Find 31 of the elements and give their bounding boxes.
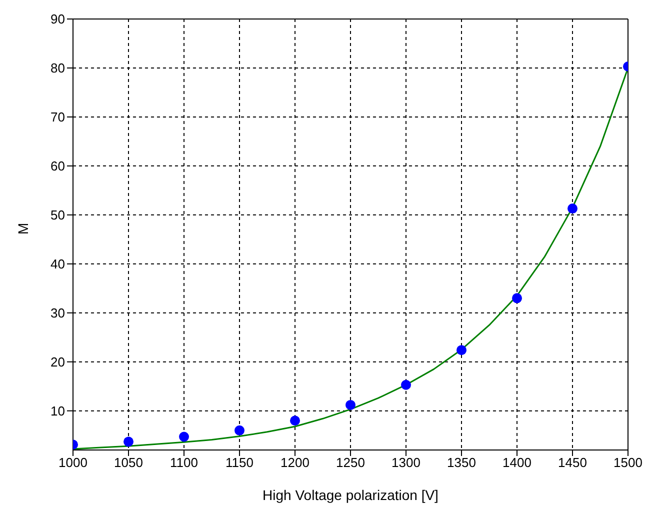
x-tick-label: 1250	[336, 455, 365, 470]
y-tick-label: 40	[50, 256, 65, 272]
x-tick-label: 1050	[114, 455, 143, 470]
x-axis-title: High Voltage polarization [V]	[262, 487, 438, 503]
point	[568, 204, 578, 214]
y-tick-label: 10	[50, 403, 65, 418]
point	[234, 425, 244, 436]
y-tick-label: 20	[50, 354, 65, 370]
y-tick-label: 70	[50, 110, 65, 125]
x-tick-label: 1350	[447, 455, 476, 470]
y-tick-label: 80	[50, 60, 65, 76]
y-tick-label: 50	[50, 208, 65, 223]
x-tick-label: 1500	[614, 455, 642, 470]
x-tick-label: 1450	[558, 455, 587, 470]
point	[290, 416, 300, 426]
point	[512, 293, 522, 304]
point	[401, 380, 411, 390]
x-tick-label: 1000	[58, 455, 88, 470]
x-tick-label: 1150	[226, 455, 254, 470]
y-tick-label: 90	[50, 12, 65, 27]
y-tick-label: 60	[50, 158, 65, 174]
y-axis-title: M	[14, 222, 31, 234]
y-tick-label: 30	[50, 305, 65, 320]
point	[179, 432, 189, 442]
x-tick-label: 1200	[280, 455, 310, 470]
x-tick-label: 1400	[502, 455, 532, 470]
x-tick-label: 1100	[170, 455, 198, 470]
point	[124, 436, 134, 447]
x-tick-label: 1300	[392, 455, 420, 470]
point	[456, 345, 466, 356]
point	[346, 400, 356, 410]
